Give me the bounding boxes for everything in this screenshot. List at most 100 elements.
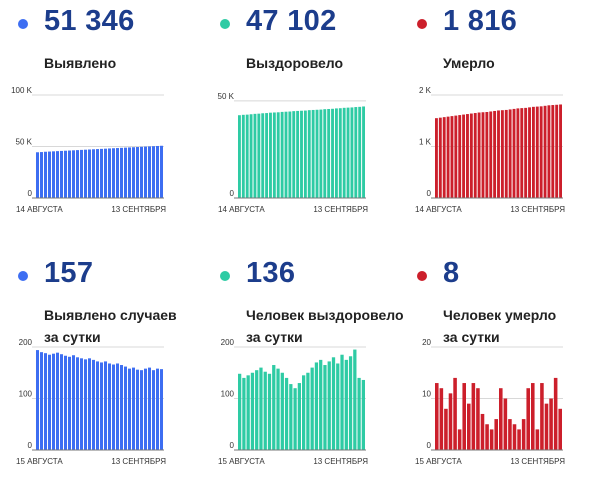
x-end-label: 13 СЕНТЯБРЯ xyxy=(313,457,368,466)
bar xyxy=(242,377,246,450)
label-line: за сутки xyxy=(44,329,101,345)
bar xyxy=(56,151,59,198)
x-start-label: 14 АВГУСТА xyxy=(218,205,265,214)
bar xyxy=(336,363,340,450)
bar xyxy=(44,151,47,198)
bar xyxy=(92,359,95,451)
bar xyxy=(292,111,296,198)
detected-total-chart: 0 50 K 100 K 14 АВГУСТА 13 СЕНТЯБРЯ xyxy=(11,86,166,214)
bar xyxy=(96,361,99,450)
detected-daily-dot-icon xyxy=(18,271,28,281)
bar xyxy=(338,108,342,198)
recovered-daily-dot-icon xyxy=(220,271,230,281)
bar xyxy=(559,104,562,198)
bar xyxy=(540,383,544,450)
bar xyxy=(331,108,334,198)
bar xyxy=(259,367,263,450)
bar xyxy=(531,106,535,198)
bar xyxy=(319,109,323,198)
bar xyxy=(280,111,284,198)
bar xyxy=(358,106,362,198)
bar xyxy=(160,369,163,450)
bar xyxy=(36,350,39,450)
bar xyxy=(84,149,87,198)
bar xyxy=(469,113,473,198)
detected-total-number: 51 346 xyxy=(44,5,135,37)
bar xyxy=(64,355,67,450)
bar xyxy=(504,109,508,198)
y-tick-label: 50 K xyxy=(218,92,235,101)
bar xyxy=(476,388,480,450)
label-line: Выявлено случаев xyxy=(44,307,177,323)
recovered-total-number: 47 102 xyxy=(246,5,337,37)
x-end-label: 13 СЕНТЯБРЯ xyxy=(313,205,368,214)
bar xyxy=(272,365,276,450)
bar xyxy=(473,113,477,198)
bar xyxy=(521,419,526,450)
bar xyxy=(108,363,111,450)
bar xyxy=(342,107,346,198)
bar xyxy=(553,377,558,450)
y-tick-label: 50 K xyxy=(16,138,33,147)
bar xyxy=(512,108,516,198)
died-daily-label: Человек умерло за сутки xyxy=(443,304,556,348)
bar xyxy=(462,114,466,198)
bar xyxy=(144,146,147,198)
bar xyxy=(439,388,444,450)
x-end-label: 13 СЕНТЯБРЯ xyxy=(510,457,565,466)
bar xyxy=(480,413,485,450)
bar xyxy=(296,110,300,198)
bar xyxy=(528,107,531,198)
bar xyxy=(526,388,530,450)
bar xyxy=(44,353,47,450)
bar xyxy=(319,359,323,451)
x-end-label: 13 СЕНТЯБРЯ xyxy=(510,205,565,214)
bar xyxy=(263,371,267,450)
bar xyxy=(76,150,79,198)
recovered-dot-icon xyxy=(220,19,230,29)
label-line: Выздоровело xyxy=(246,55,344,71)
bar xyxy=(503,398,508,450)
bar xyxy=(353,349,357,450)
y-tick-label: 100 K xyxy=(11,86,33,95)
panel-recovered-total: 47 102 Выздоровело 0 50 K 14 АВГУСТА 13 СЕН… xyxy=(206,0,406,240)
y-tick-label: 0 xyxy=(230,441,235,450)
bar xyxy=(124,366,127,450)
recovered-daily-chart: 0 100 200 15 АВГУСТА 13 СЕНТЯБРЯ xyxy=(218,338,368,466)
x-start-label: 15 АВГУСТА xyxy=(415,457,462,466)
bar xyxy=(448,393,453,450)
bar xyxy=(531,383,535,450)
x-end-label: 13 СЕНТЯБРЯ xyxy=(111,205,166,214)
bar xyxy=(543,105,547,198)
bar xyxy=(485,112,489,198)
bar xyxy=(267,373,272,450)
bar xyxy=(497,110,500,198)
bar xyxy=(466,114,469,198)
bar xyxy=(558,408,562,450)
y-tick-label: 200 xyxy=(221,338,235,347)
died-daily-number: 8 xyxy=(443,257,460,289)
bar xyxy=(331,357,336,450)
died-total-label: Умерло xyxy=(443,52,495,74)
x-start-label: 15 АВГУСТА xyxy=(218,457,265,466)
bar xyxy=(108,148,111,198)
bar xyxy=(307,110,311,198)
bar xyxy=(344,359,348,451)
bar xyxy=(96,149,99,198)
bar xyxy=(136,147,139,198)
bar xyxy=(76,357,79,450)
bar xyxy=(152,146,155,198)
bar xyxy=(72,150,75,198)
bar xyxy=(485,424,489,450)
bar xyxy=(48,151,51,198)
died-daily-dot-icon xyxy=(417,271,427,281)
panel-recovered-daily: 136 Человек выздоровело за сутки 0 100 200… xyxy=(206,252,406,492)
bar xyxy=(499,388,503,450)
bar xyxy=(104,361,107,450)
bar xyxy=(446,116,450,198)
panel-died-total: 1 816 Умерло 0 1 K 2 K 14 АВГУСТА 13 СЕНТЯБР… xyxy=(403,0,603,240)
bar xyxy=(520,108,524,198)
bar xyxy=(512,424,517,450)
panel-detected-daily: 157 Выявлено случаев за сутки 0 100 200 15 … xyxy=(4,252,204,492)
bar xyxy=(64,150,67,198)
